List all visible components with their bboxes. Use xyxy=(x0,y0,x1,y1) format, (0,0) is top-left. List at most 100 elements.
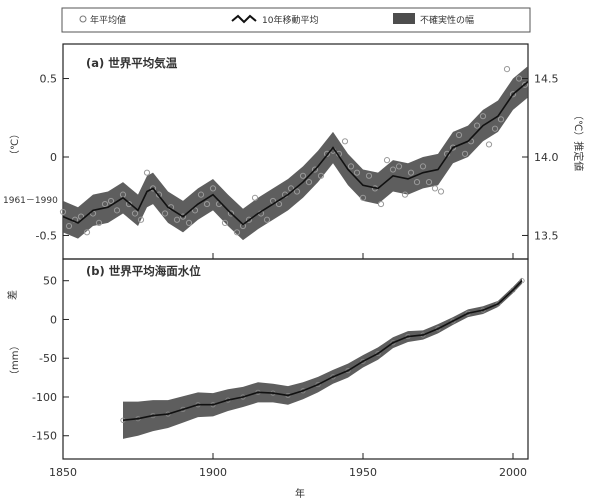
observed-point-a xyxy=(227,210,235,217)
right-tick-label: 14.5 xyxy=(534,73,559,86)
observed-point-a xyxy=(185,219,193,227)
observed-point-a xyxy=(209,185,217,192)
legend: 年平均値 10年移動平均 不確実性の幅 xyxy=(61,7,531,33)
left-top-baseline-label: 1961－1990 xyxy=(3,196,58,206)
observed-marker-icon xyxy=(79,15,87,23)
panel-b-frame xyxy=(62,258,529,460)
observed-point-b xyxy=(450,318,456,324)
observed-point-b xyxy=(330,374,336,380)
observed-point-a xyxy=(191,207,199,214)
legend-observed: 年平均値 xyxy=(90,14,126,26)
y-tick-label-a: 0.5 xyxy=(40,73,58,86)
observed-point-a xyxy=(401,191,409,198)
y-tick-label-b: 50 xyxy=(43,275,57,288)
observed-point-a xyxy=(305,179,313,186)
observed-point-a xyxy=(485,141,493,148)
observed-point-a xyxy=(65,222,73,230)
observed-point-a xyxy=(479,113,487,120)
observed-point-a xyxy=(437,188,445,195)
panel-b-title: (b) 世界平均海面水位 xyxy=(86,264,201,278)
observed-point-a xyxy=(461,150,469,157)
observed-point-a xyxy=(509,91,517,98)
observed-point-a xyxy=(425,179,433,186)
observed-point-a xyxy=(311,166,319,173)
smoothed-line-icon xyxy=(231,14,257,24)
y-tick-label-a: -0.5 xyxy=(36,229,57,242)
observed-point-a xyxy=(83,229,91,236)
y-tick-label-b: -100 xyxy=(32,391,57,404)
observed-point-a xyxy=(515,75,523,82)
observed-point-a xyxy=(395,163,403,170)
observed-point-a xyxy=(221,219,229,227)
observed-point-a xyxy=(203,200,211,208)
right-tick-label: 13.5 xyxy=(534,229,559,242)
x-axis-label: 年 xyxy=(295,487,305,500)
observed-point-b xyxy=(315,381,321,388)
uncertainty-band-icon xyxy=(393,13,415,24)
observed-point-a xyxy=(299,172,307,179)
y-tick-label-a: 0 xyxy=(50,151,57,164)
uncertainty-band-b xyxy=(123,277,522,439)
observed-point-a xyxy=(365,172,373,179)
observed-point-a xyxy=(419,163,427,170)
observed-point-a xyxy=(173,216,181,223)
observed-point-a xyxy=(521,81,529,88)
x-tick-label: 1900 xyxy=(199,466,227,479)
observed-point-a xyxy=(359,194,367,201)
smoothed-line-b xyxy=(122,280,523,422)
observed-point-b xyxy=(519,278,525,284)
observed-point-a xyxy=(341,138,349,145)
observed-point-a xyxy=(503,66,511,73)
observed-point-b xyxy=(390,340,396,346)
observed-point-a xyxy=(113,207,121,214)
observed-point-a xyxy=(179,213,187,220)
axes: -0.5 0 0.5 13.5 14.0 14.5 -150 -100 -50 0 50 1850 19… xyxy=(32,73,558,479)
smoothed-line-a xyxy=(62,81,529,226)
observed-point-a xyxy=(287,185,295,192)
x-tick-label: 1950 xyxy=(349,466,377,479)
panel-a-title: (a) 世界平均気温 xyxy=(86,56,178,70)
y-tick-label-b: -50 xyxy=(39,352,57,365)
observed-point-a xyxy=(497,116,505,123)
observed-point-b xyxy=(375,350,381,357)
observed-point-a xyxy=(161,210,169,217)
observed-point-a xyxy=(107,197,115,205)
observed-point-b xyxy=(360,358,366,364)
observed-point-a xyxy=(389,166,397,173)
observed-point-b xyxy=(435,326,441,332)
observed-point-b xyxy=(345,368,351,374)
y-tick-label-b: 0 xyxy=(50,313,57,326)
observed-point-a xyxy=(95,219,103,227)
observed-point-a xyxy=(455,131,463,139)
right-tick-label: 14.0 xyxy=(534,151,559,164)
observed-point-a xyxy=(407,169,415,176)
observed-point-a xyxy=(317,172,325,179)
observed-point-a xyxy=(137,216,145,223)
left-bottom-diff-label: 差 xyxy=(6,290,19,300)
observed-point-a xyxy=(383,157,391,164)
observed-point-a xyxy=(449,144,457,151)
observed-point-a xyxy=(101,200,109,208)
panel-b-plot xyxy=(120,277,525,439)
observed-point-a xyxy=(491,125,499,132)
observed-point-a xyxy=(155,191,163,198)
observed-point-a xyxy=(431,185,439,192)
observed-point-a xyxy=(149,185,157,192)
observed-point-b xyxy=(495,301,501,307)
legend-smoothed: 10年移動平均 xyxy=(262,14,318,26)
left-top-axis-label: （℃） xyxy=(9,129,21,160)
observed-point-a xyxy=(293,188,301,195)
observed-point-a xyxy=(353,169,361,176)
observed-point-a xyxy=(143,169,151,176)
right-axis-label: （℃）推定値 xyxy=(572,110,585,171)
observed-point-a xyxy=(197,191,205,198)
observed-point-a xyxy=(233,229,241,236)
observed-point-a xyxy=(275,200,283,208)
x-tick-label: 2000 xyxy=(499,466,527,479)
observed-point-a xyxy=(59,208,67,216)
observed-point-a xyxy=(245,216,253,223)
observed-point-a xyxy=(131,210,139,217)
legend-uncertainty: 不確実性の幅 xyxy=(420,14,474,26)
x-tick-label: 1850 xyxy=(49,466,77,479)
